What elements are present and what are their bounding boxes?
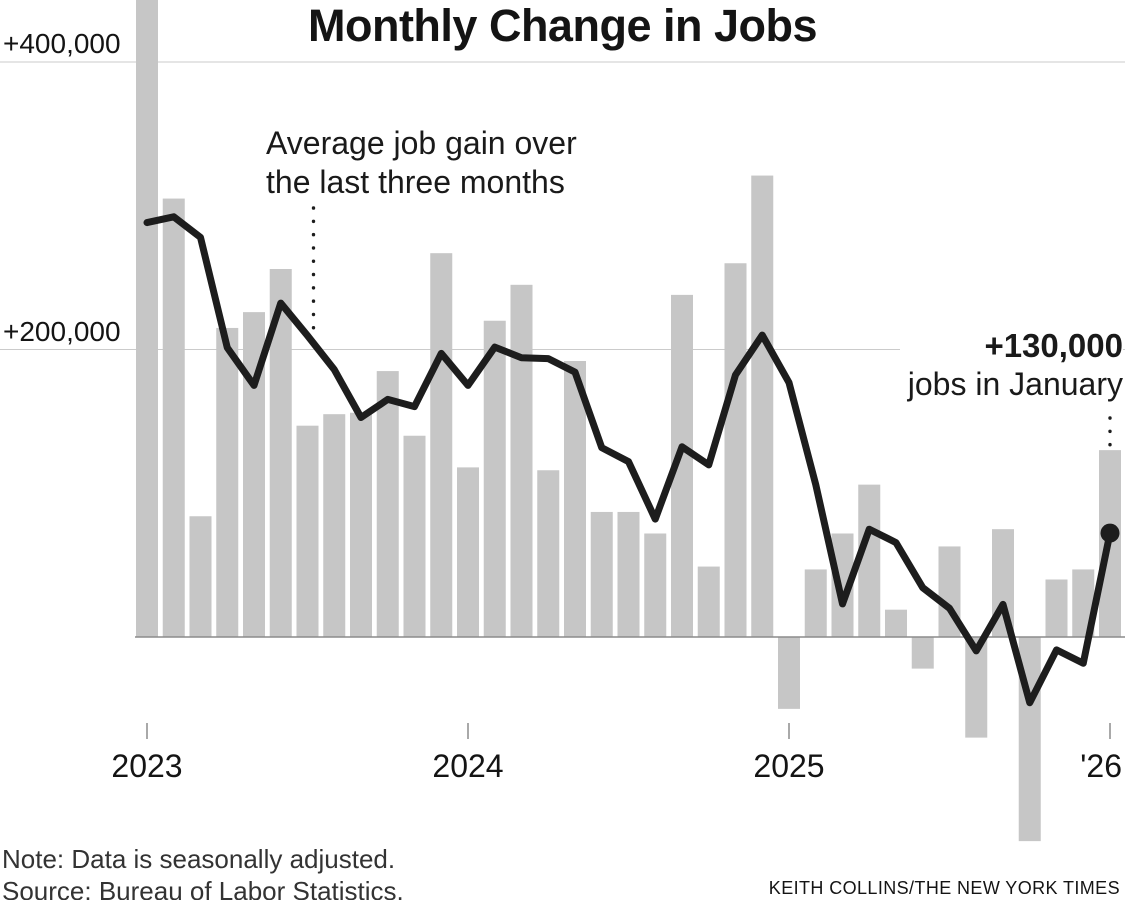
bar: [831, 533, 854, 637]
bar: [778, 637, 800, 709]
bar: [189, 516, 212, 637]
bar: [671, 294, 693, 637]
annotation-latest-month: +130,000 jobs in January: [899, 326, 1123, 404]
bar: [269, 269, 292, 637]
x-axis-label-2025: 2025: [753, 748, 825, 784]
bar: [350, 412, 372, 637]
bar: [323, 414, 346, 637]
chart-credit: KEITH COLLINS/THE NEW YORK TIMES: [768, 878, 1120, 898]
bar: [858, 484, 881, 637]
bar: [644, 533, 667, 637]
bar: [457, 467, 479, 637]
bar: [376, 371, 399, 637]
bar: [751, 175, 774, 637]
bar: [243, 312, 265, 637]
x-axis-label-2026: '26: [1080, 748, 1122, 784]
bar: [911, 637, 934, 669]
annotation-average-line: Average job gain over the last three mon…: [266, 124, 577, 202]
bar: [403, 435, 426, 637]
annotation-latest-value: +130,000: [984, 327, 1123, 364]
avg-line: [143, 213, 1114, 707]
bar: [430, 253, 453, 637]
bar: [136, 0, 158, 637]
annotation-average-line-2: the last three months: [266, 164, 565, 200]
x-axis-label-2023: 2023: [111, 748, 183, 784]
bar: [564, 361, 586, 637]
bar: [162, 198, 185, 637]
bar: [804, 569, 827, 637]
x-axis-label-2024: 2024: [432, 748, 504, 784]
bar: [724, 263, 747, 637]
bar: [697, 566, 720, 637]
bar: [483, 320, 506, 637]
bar: [885, 609, 907, 637]
chart-source: Source: Bureau of Labor Statistics.: [2, 876, 404, 900]
bar: [296, 425, 319, 637]
bar: [216, 327, 239, 637]
chart-note: Note: Data is seasonally adjusted.: [2, 844, 396, 874]
bar: [510, 284, 533, 637]
chart-title: Monthly Change in Jobs: [307, 0, 818, 51]
y-axis-label-400k: +400,000: [3, 28, 121, 59]
annotation-latest-detail: jobs in January: [907, 366, 1123, 402]
bar: [590, 511, 613, 637]
annotation-average-line-1: Average job gain over: [266, 125, 577, 161]
latest-point-dot: [1100, 523, 1120, 543]
y-axis-label-200k: +200,000: [3, 316, 121, 347]
bar: [537, 470, 560, 637]
bar: [965, 637, 988, 738]
bar: [1045, 579, 1068, 637]
bar: [617, 511, 640, 637]
